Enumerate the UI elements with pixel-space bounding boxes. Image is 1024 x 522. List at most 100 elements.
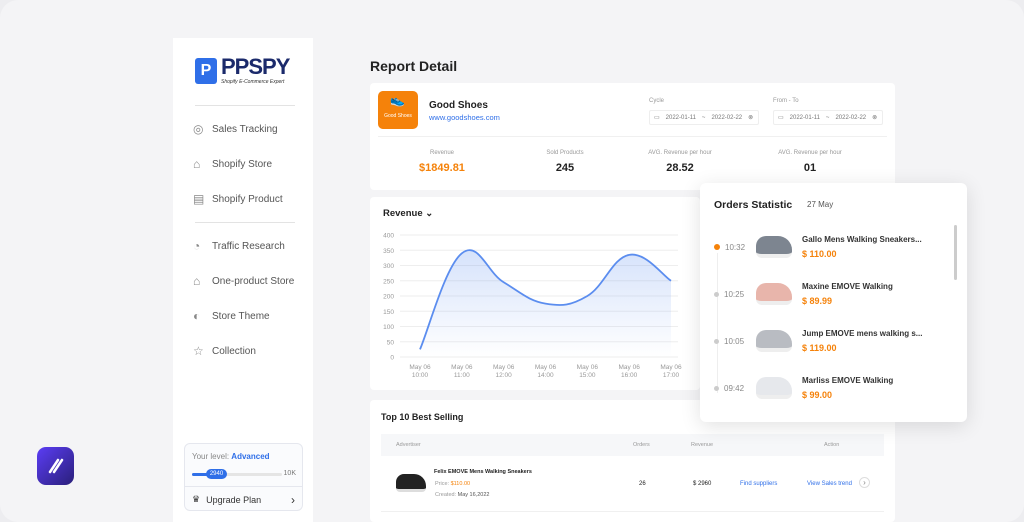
x-tick-label: May 06 [451,364,473,371]
created-date: May 16,2022 [457,492,490,498]
from-to-label: From - To [773,98,799,104]
level-progress-fill [192,473,219,476]
col-advertiser: Advertiser [396,442,421,448]
scrollbar[interactable] [954,225,957,280]
order-price: $ 110.00 [802,249,837,259]
chevron-down-icon: ⌄ [425,208,434,219]
sidebar-item-shopify-store[interactable]: ⌂ Shopify Store [193,157,272,171]
stat-label: Revenue [429,150,455,156]
table-header: Advertiser Orders Revenue Action [381,434,884,456]
order-product-name: Maxine EMOVE Walking [802,282,893,291]
stat-value: 01 [803,162,817,174]
sidebar-item-label: Shopify Store [212,158,273,170]
col-action: Action [824,442,840,448]
sidebar-item-traffic-research[interactable]: ◔ Traffic Research [193,239,285,253]
traffic-icon: ◔ [193,239,201,253]
brand-tagline: Shopify E-Commerce Expert [221,79,285,85]
y-tick-label: 300 [383,263,394,270]
sidebar-item-shopify-product[interactable]: ▤ Shopify Product [193,192,283,206]
price-label: Price: [435,481,450,487]
stat-item: Sold Products 245 [505,150,625,174]
order-product-name: Gallo Mens Walking Sneakers... [802,235,922,244]
sidebar-item-store-theme[interactable]: ◐ Store Theme [193,309,270,323]
order-item[interactable]: 09:42 Marliss EMOVE Walking $ 99.00 [714,376,893,400]
chart-title: Revenue [383,208,423,219]
level-progress-value: 2940 [206,469,227,479]
x-tick-label: 16:00 [621,372,638,379]
y-tick-label: 200 [383,294,394,301]
view-sales-trend-link[interactable]: View Sales trend [807,481,852,487]
order-item[interactable]: 10:05 Jump EMOVE mens walking s... $ 119.0… [714,329,922,353]
brand-logo[interactable]: P PPSPY Shopify E-Commerce Expert [195,54,290,85]
chevron-right-icon: › [291,492,295,507]
order-item[interactable]: 10:25 Maxine EMOVE Walking $ 89.99 [714,282,893,306]
sidebar-item-one-product-store[interactable]: ⌂ One-product Store [193,274,294,288]
revenue-dropdown[interactable]: Revenue ⌄ [383,208,433,219]
app-logo-icon[interactable] [37,447,74,485]
sidebar-item-collection[interactable]: ☆ Collection [193,344,256,358]
x-tick-label: May 06 [535,364,557,371]
home-icon: ⌂ [193,274,201,288]
stat-item: Revenue $1849.81 [382,150,502,174]
sidebar-item-label: Traffic Research [212,240,285,252]
upgrade-plan-button[interactable]: ♛ Upgrade Plan › [185,486,302,512]
orders-date: 27 May [807,200,834,209]
orders-title: Orders Statistic [714,199,793,211]
level-panel: Your level: Advanced 2940 10K ♛ Upgrade P… [184,443,303,511]
product-price: $110.00 [450,481,471,487]
timeline-line [717,253,718,393]
order-time: 10:25 [724,289,745,299]
revenue-area [420,250,671,357]
x-tick-label: May 06 [660,364,682,371]
y-tick-label: 350 [383,248,394,255]
sidebar-item-sales-tracking[interactable]: ◎ Sales Tracking [193,122,278,136]
order-product-name: Jump EMOVE mens walking s... [802,329,923,338]
timeline-dot [714,244,720,250]
upgrade-label: Upgrade Plan [206,494,262,505]
from-date: 2022-01-11 [789,114,820,121]
clear-icon[interactable]: ⊗ [872,115,878,121]
orders-statistic-panel: Orders Statistic 27 May 10:32 Gallo Mens … [700,183,967,422]
sidebar: P PPSPY Shopify E-Commerce Expert ◎ Sales … [173,38,313,522]
shoe-icon: 👟 [390,93,405,107]
cycle-from: 2022-01-11 [665,114,696,121]
store-url[interactable]: www.goodshoes.com [429,113,500,122]
x-tick-label: May 06 [577,364,599,371]
order-item[interactable]: 10:32 Gallo Mens Walking Sneakers... $ 110… [714,235,922,259]
product-name[interactable]: Felix EMOVE Mens Walking Sneakers [434,469,532,475]
calendar-icon: ▭ [778,115,784,121]
divider [378,136,887,137]
x-tick-label: May 06 [409,364,431,371]
x-tick-label: May 06 [619,364,641,371]
product-image [756,377,792,399]
palette-icon: ◐ [193,309,201,323]
y-tick-label: 250 [383,278,394,285]
level-max: 10K [283,470,296,477]
target-icon: ◎ [193,122,204,136]
sidebar-item-label: Collection [212,345,256,357]
order-price: $ 89.99 [802,296,833,306]
order-price: $ 119.00 [802,343,837,353]
timeline-dot [714,291,719,297]
star-icon: ☆ [193,344,204,358]
cycle-date-range[interactable]: ▭ 2022-01-11 ~2022-02-22 ⊗ [649,110,759,125]
row-revenue: $ 2960 [693,481,712,487]
from-to-date-range[interactable]: ▭ 2022-01-11 ~2022-02-22 ⊗ [773,110,883,125]
stat-value: 28.52 [666,162,694,174]
col-orders: Orders [633,442,650,448]
chevron-right-icon[interactable]: › [859,477,870,488]
col-revenue: Revenue [691,442,714,448]
row-orders: 26 [639,481,646,487]
bag-logo-icon: P [195,57,217,84]
x-tick-label: 14:00 [537,372,554,379]
store-logo: 👟 Good Shoes [378,91,418,129]
divider [195,105,295,106]
find-suppliers-link[interactable]: Find suppliers [740,481,778,487]
order-time: 09:42 [724,383,745,393]
brand-name: PPSPY [221,54,290,79]
stat-value: $1849.81 [419,162,465,174]
clear-icon[interactable]: ⊗ [748,115,754,121]
x-tick-label: 10:00 [412,372,429,379]
y-tick-label: 0 [390,355,394,362]
